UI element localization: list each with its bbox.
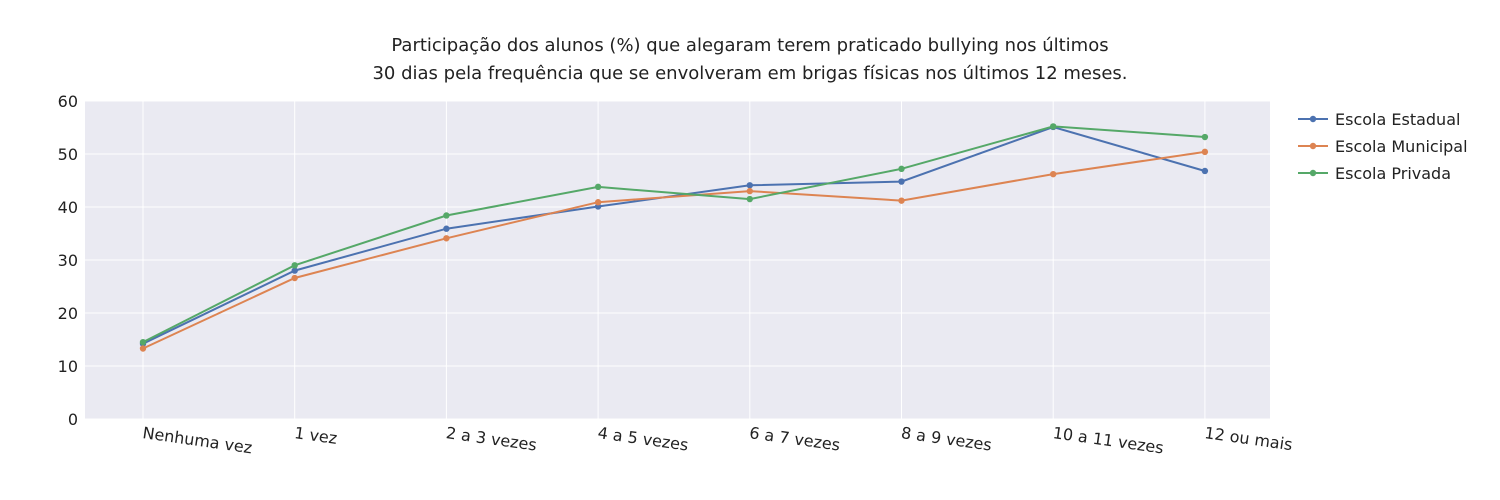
legend: Escola Estadual Escola Municipal Escola Pr…	[1298, 110, 1468, 183]
y-axis: 0 10 20 30 40 50 60	[58, 92, 78, 429]
x-tick-label: 12 ou mais	[1203, 423, 1293, 454]
y-tick-label: 10	[58, 357, 78, 376]
grid-layer	[85, 100, 1270, 420]
data-point	[594, 183, 602, 191]
data-point	[594, 199, 602, 206]
y-tick-label: 50	[58, 145, 78, 164]
data-point	[1050, 170, 1057, 178]
y-tick-label: 20	[58, 304, 78, 323]
chart-title-line-2: 30 dias pela frequência que se envolvera…	[372, 63, 1127, 84]
series-line	[142, 150, 1206, 350]
series-layer	[139, 123, 1209, 352]
data-point	[291, 267, 298, 274]
x-tick-label: 1 vez	[293, 423, 338, 448]
data-point	[898, 197, 905, 204]
x-tick-label: Nenhuma vez	[141, 423, 253, 457]
chart-title-line-1: Participação dos alunos (%) que alegaram…	[391, 35, 1108, 56]
y-tick-label: 0	[68, 410, 78, 429]
series-line	[142, 125, 1205, 343]
x-tick-label: 6 a 7 vezes	[748, 423, 841, 455]
legend-swatch-marker	[1309, 115, 1317, 123]
legend-label: Escola Privada	[1335, 164, 1451, 183]
legend-swatch-marker	[1309, 142, 1317, 150]
data-point	[1050, 123, 1057, 130]
x-axis: Nenhuma vez 1 vez 2 a 3 vezes 4 a 5 vezes 6 …	[141, 423, 1293, 457]
x-tick-label: 10 a 11 vezes	[1052, 423, 1165, 457]
x-tick-label: 4 a 5 vezes	[597, 423, 690, 455]
data-point	[291, 274, 298, 282]
data-point	[443, 212, 450, 219]
data-point	[139, 338, 147, 346]
data-point	[746, 187, 753, 195]
data-point	[898, 165, 905, 173]
data-point	[443, 235, 450, 242]
data-point	[139, 345, 147, 352]
y-tick-label: 30	[58, 251, 78, 270]
y-tick-label: 60	[58, 92, 78, 111]
legend-swatch-marker	[1309, 169, 1317, 177]
data-point	[291, 262, 298, 269]
data-point	[443, 225, 450, 232]
x-tick-label: 2 a 3 vezes	[445, 423, 538, 455]
y-tick-label: 40	[58, 198, 78, 217]
legend-label: Escola Municipal	[1335, 137, 1468, 156]
legend-label: Escola Estadual	[1335, 110, 1460, 129]
data-point	[1201, 167, 1209, 175]
x-tick-label: 8 a 9 vezes	[900, 423, 993, 455]
data-point	[1201, 148, 1209, 156]
data-point	[746, 182, 753, 189]
data-point	[1201, 133, 1209, 141]
data-point	[746, 195, 753, 203]
data-point	[898, 178, 905, 185]
